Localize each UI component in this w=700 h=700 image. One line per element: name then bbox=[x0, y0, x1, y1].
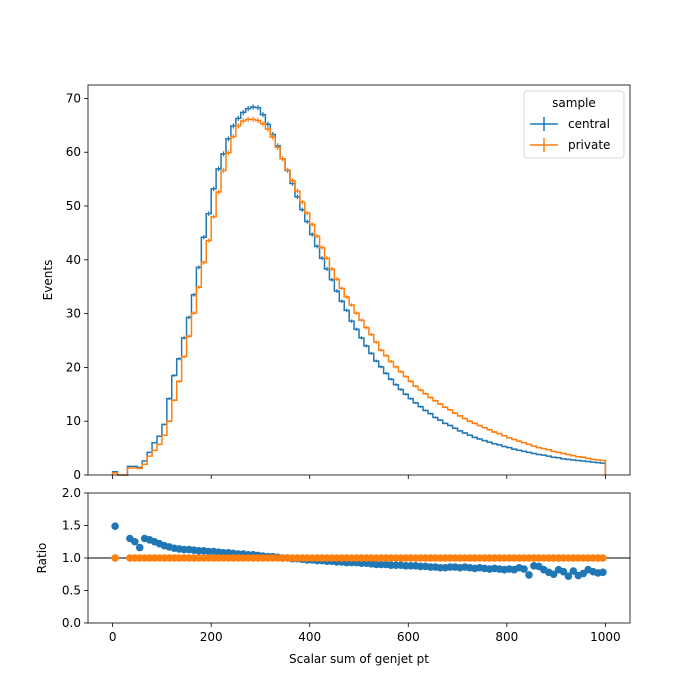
ratio-point-central bbox=[559, 567, 568, 576]
main-plot-frame bbox=[87, 84, 631, 476]
legend: sample central private bbox=[523, 90, 625, 159]
main-y-tick-label: 30 bbox=[66, 307, 81, 321]
legend-label-central: central bbox=[568, 117, 610, 131]
main-y-tick-label: 40 bbox=[66, 253, 81, 267]
ratio-x-tick-label: 600 bbox=[397, 630, 420, 644]
ratio-point-private bbox=[111, 554, 119, 562]
main-y-ticks: 0 10 20 30 40 50 60 70 bbox=[66, 91, 88, 482]
ratio-y-tick-label: 0.5 bbox=[62, 584, 81, 598]
ratio-point-central bbox=[599, 568, 607, 577]
ratio-y-ticks: 0.0 0.5 1.0 1.5 2.0 bbox=[62, 486, 88, 630]
ratio-x-tick-label: 1000 bbox=[590, 630, 621, 644]
legend-title: sample bbox=[552, 96, 596, 110]
ratio-x-tick-label: 400 bbox=[298, 630, 321, 644]
main-x-ticks bbox=[112, 475, 606, 479]
main-y-tick-label: 0 bbox=[73, 468, 81, 482]
ratio-point-central bbox=[520, 565, 528, 573]
main-histogram-panel: 0 10 20 30 40 50 60 70 Events sample central pr… bbox=[41, 84, 631, 482]
ratio-y-axis-label: Ratio bbox=[35, 543, 49, 574]
legend-entry-central: central bbox=[530, 117, 610, 131]
main-y-tick-label: 10 bbox=[66, 414, 81, 428]
main-y-tick-label: 50 bbox=[66, 199, 81, 213]
ratio-x-tick-label: 0 bbox=[109, 630, 117, 644]
ratio-series bbox=[111, 522, 607, 580]
ratio-x-axis-label: Scalar sum of genjet pt bbox=[289, 652, 429, 666]
main-histogram-series bbox=[111, 104, 607, 476]
ratio-x-tick-label: 200 bbox=[200, 630, 223, 644]
ratio-point-central bbox=[525, 571, 533, 579]
legend-entry-private: private bbox=[530, 138, 610, 152]
ratio-point-central bbox=[135, 543, 144, 552]
main-y-tick-label: 60 bbox=[66, 145, 81, 159]
ratio-y-tick-label: 0.0 bbox=[62, 616, 81, 630]
ratio-point-central bbox=[569, 567, 578, 575]
ratio-point-central bbox=[111, 522, 119, 530]
main-y-tick-label: 70 bbox=[66, 91, 81, 105]
ratio-point-central bbox=[564, 572, 573, 580]
legend-box bbox=[523, 90, 625, 159]
main-y-tick-label: 20 bbox=[66, 360, 81, 374]
ratio-point-central bbox=[131, 537, 139, 546]
ratio-point-central bbox=[549, 570, 558, 579]
ratio-point-private bbox=[599, 554, 607, 562]
ratio-y-tick-label: 2.0 bbox=[62, 486, 81, 500]
ratio-panel: 0 200 400 600 800 1000 0.00.51.01.52.0 Ratio … bbox=[35, 486, 631, 666]
ratio-x-tick-label: 800 bbox=[495, 630, 518, 644]
legend-label-private: private bbox=[568, 138, 610, 152]
ratio-y-tick-label: 1.5 bbox=[62, 519, 81, 533]
ratio-x-ticks: 0 200 400 600 800 1000 bbox=[109, 623, 621, 644]
histogram-line-private bbox=[111, 118, 607, 476]
main-y-axis-label: Events bbox=[41, 260, 55, 301]
ratio-y-tick-label: 1.0 bbox=[62, 551, 81, 565]
